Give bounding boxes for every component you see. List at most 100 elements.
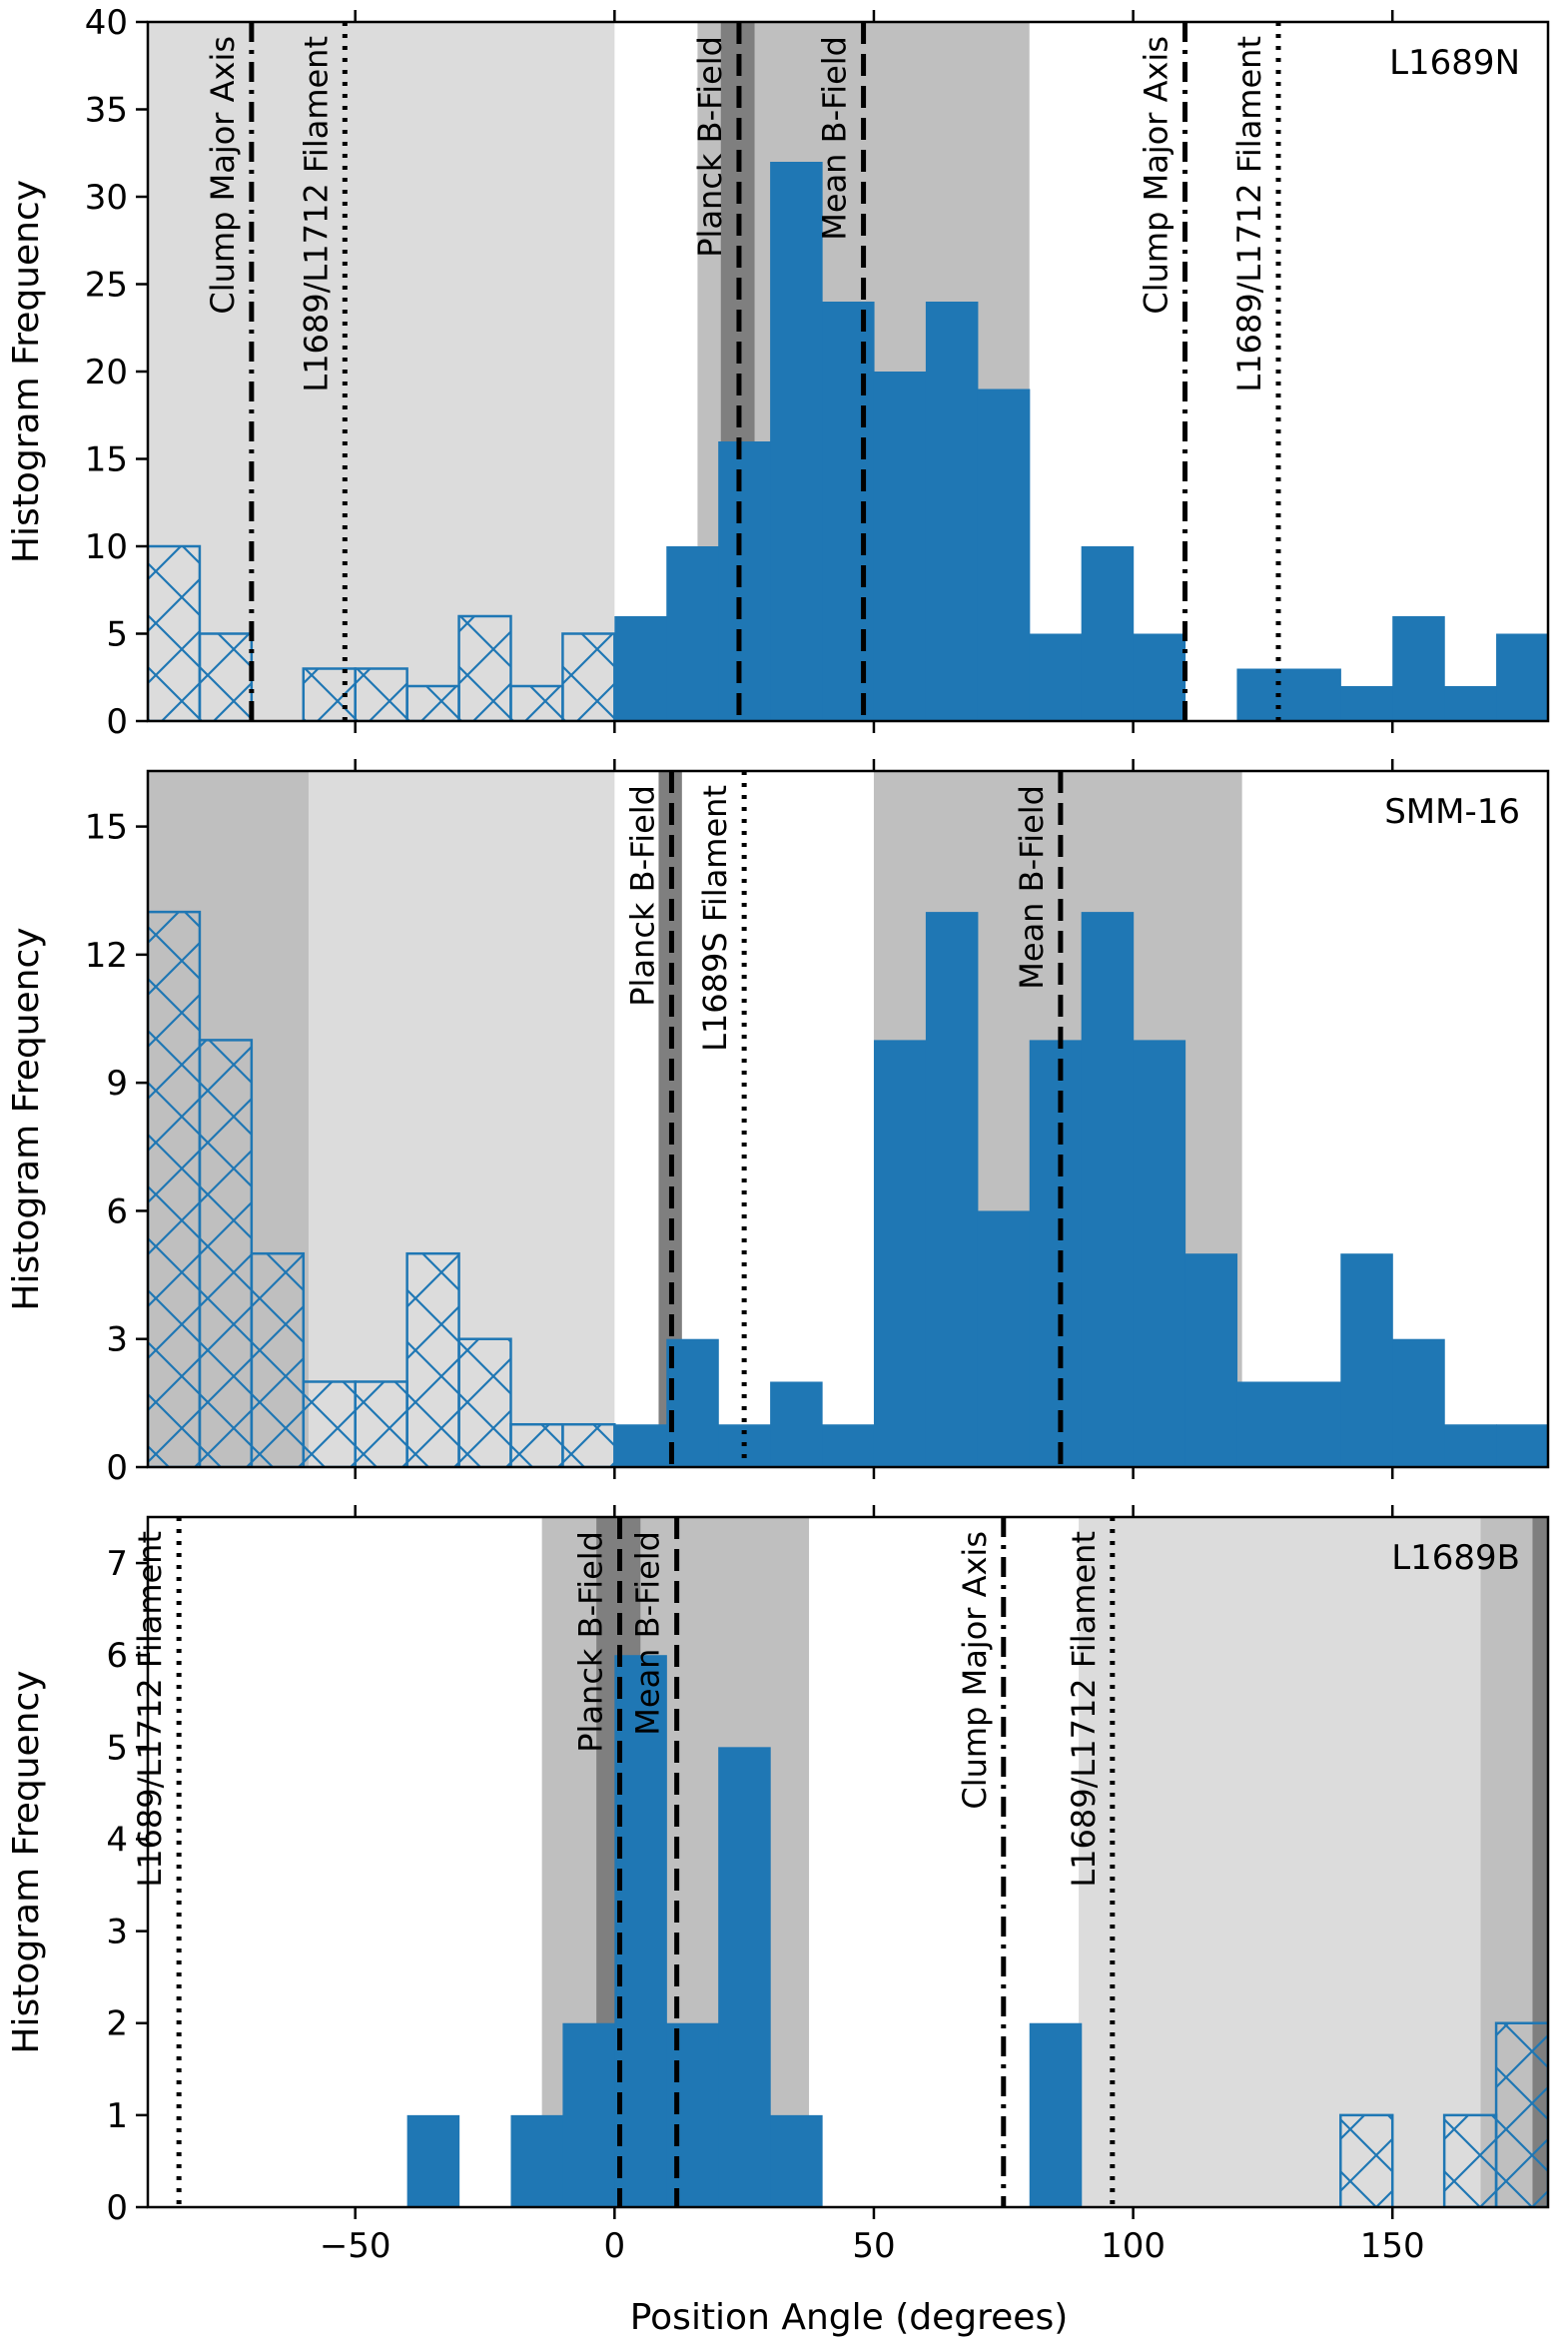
reference-line-label: Clump Major Axis xyxy=(1138,36,1176,315)
bar xyxy=(1340,1253,1393,1467)
hatched-bar xyxy=(148,910,202,1467)
bar xyxy=(510,2114,564,2207)
panel-l1689b: L1689/L1712 Filament Planck B-Field Mean B… xyxy=(6,1505,1550,2266)
hatched-bar xyxy=(148,544,202,721)
reference-line-label: Mean B-Field xyxy=(629,1531,667,1736)
bar xyxy=(925,302,979,721)
y-tick-label: 0 xyxy=(106,1448,128,1488)
bar xyxy=(1444,1424,1497,1467)
bar xyxy=(1340,686,1393,721)
bar xyxy=(1444,686,1497,721)
y-tick-label: 12 xyxy=(85,936,128,976)
bar xyxy=(1029,2022,1083,2207)
reference-line-label: Clump Major Axis xyxy=(204,36,242,315)
bar xyxy=(406,2114,460,2207)
x-tick-label: 100 xyxy=(1101,2226,1166,2266)
reference-line-label: L1689/L1712 Filament xyxy=(131,1531,169,1888)
panel-title: L1689B xyxy=(1391,1538,1520,1578)
reference-line-label: L1689/L1712 Filament xyxy=(1230,36,1268,392)
y-tick-label: 3 xyxy=(106,1913,128,1952)
y-tick-label: 5 xyxy=(106,615,128,655)
bar xyxy=(718,441,771,721)
bar xyxy=(1236,668,1289,721)
bar xyxy=(770,2114,823,2207)
bar xyxy=(977,1210,1031,1467)
bar xyxy=(1496,1424,1548,1467)
reference-line-label: Planck B-Field xyxy=(623,785,661,1007)
y-tick-label: 9 xyxy=(106,1064,128,1104)
axes-frame xyxy=(146,769,1550,1469)
x-tick-label: 150 xyxy=(1360,2226,1425,2266)
panel-l1689n: Clump Major Axis L1689/L1712 Filament Plan… xyxy=(6,3,1550,742)
y-tick-label: 0 xyxy=(106,702,128,742)
y-tick-label: 40 xyxy=(85,3,128,43)
axes-frame xyxy=(146,1515,1550,2209)
hatched-bar xyxy=(457,1337,512,1467)
y-tick-label: 10 xyxy=(85,527,128,567)
y-tick-label: 5 xyxy=(106,1728,128,1768)
reference-line-label: L1689/L1712 Filament xyxy=(297,36,335,392)
bar xyxy=(1133,1040,1186,1467)
plot-area xyxy=(148,771,1548,1467)
axes-frame xyxy=(146,20,1550,723)
hatched-bar xyxy=(405,684,460,721)
y-tick-label: 2 xyxy=(106,2004,128,2044)
bar xyxy=(614,1424,667,1467)
y-tick-label: 20 xyxy=(85,353,128,392)
bar xyxy=(873,1040,927,1467)
reference-line-label: Planck B-Field xyxy=(691,36,729,258)
y-tick-label: 3 xyxy=(106,1320,128,1360)
plot-area xyxy=(176,1517,1548,2207)
hatched-bar xyxy=(250,1251,306,1467)
panel-smm-16: Planck B-Field L1689S Filament Mean B-Fiel… xyxy=(6,759,1550,1488)
hatched-bar xyxy=(509,1422,564,1467)
shaded-band xyxy=(658,771,682,1467)
x-tick-label: −50 xyxy=(320,2226,392,2266)
panels: Clump Major Axis L1689/L1712 Filament Plan… xyxy=(6,3,1550,2266)
hatched-bar xyxy=(354,1380,408,1467)
y-tick-label: 4 xyxy=(106,1820,128,1860)
bar xyxy=(1029,1040,1083,1467)
bar xyxy=(666,2022,719,2207)
reference-line-label: Mean B-Field xyxy=(1013,785,1051,990)
bar xyxy=(1496,633,1548,721)
y-tick-label: 30 xyxy=(85,178,128,218)
shaded-band xyxy=(148,22,615,721)
hatched-bar xyxy=(198,632,254,721)
reference-line-label: L1689S Filament xyxy=(696,785,734,1052)
shaded-band xyxy=(1079,1517,1481,2207)
panel-title: L1689N xyxy=(1389,43,1520,83)
reference-line-label: Mean B-Field xyxy=(816,36,854,241)
bar xyxy=(822,302,875,721)
bar xyxy=(614,616,667,721)
hatched-bar xyxy=(302,667,357,721)
bar xyxy=(1236,1381,1289,1467)
bar xyxy=(666,546,719,721)
hatched-bar xyxy=(198,1039,254,1467)
x-tick-label: 0 xyxy=(604,2226,626,2266)
reference-line-label: L1689/L1712 Filament xyxy=(1065,1531,1103,1888)
y-tick-label: 15 xyxy=(85,440,128,480)
bar xyxy=(666,1338,719,1467)
bar xyxy=(822,1424,875,1467)
y-axis-label: Histogram Frequency xyxy=(6,927,47,1310)
y-tick-label: 35 xyxy=(85,91,128,131)
hatched-bar xyxy=(1442,2113,1498,2207)
y-axis-label: Histogram Frequency xyxy=(6,180,47,563)
bar xyxy=(1029,633,1083,721)
bar xyxy=(770,162,823,721)
y-tick-label: 25 xyxy=(85,266,128,306)
bar xyxy=(977,389,1031,721)
hatched-bar xyxy=(561,1422,616,1467)
hatched-bar xyxy=(354,667,408,721)
bar xyxy=(614,1655,667,2207)
y-tick-label: 6 xyxy=(106,1191,128,1231)
x-axis-label: Position Angle (degrees) xyxy=(630,2297,1069,2338)
bar xyxy=(873,372,927,721)
y-tick-label: 15 xyxy=(85,808,128,848)
bar xyxy=(1392,1338,1445,1467)
bar xyxy=(925,912,979,1467)
y-tick-label: 6 xyxy=(106,1636,128,1676)
hatched-bar xyxy=(509,684,564,721)
